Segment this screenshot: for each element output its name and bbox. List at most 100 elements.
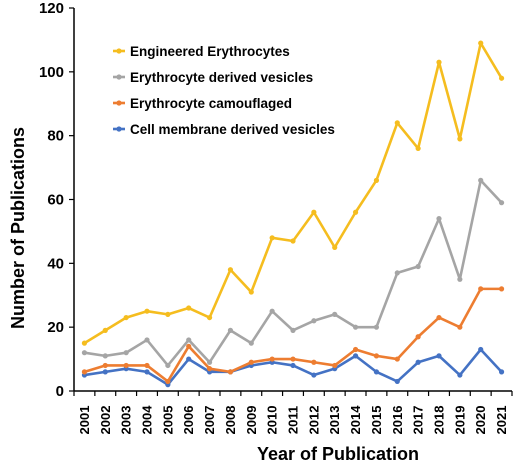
data-point (478, 40, 484, 46)
data-point (290, 356, 296, 362)
legend-label: Cell membrane derived vesicles (130, 122, 335, 137)
data-point (227, 267, 234, 273)
data-point (394, 120, 400, 126)
data-point (394, 356, 400, 362)
data-point (102, 369, 108, 375)
data-point (436, 216, 442, 222)
legend-item: Erythrocyte camouflaged (113, 96, 292, 111)
x-tick-label: 2017 (411, 406, 426, 435)
data-point (144, 337, 150, 343)
data-point (206, 366, 213, 372)
x-tick-label: 2004 (140, 405, 155, 435)
data-point (373, 177, 380, 183)
data-point (373, 353, 380, 359)
data-point (478, 346, 484, 353)
x-tick-label: 2001 (77, 406, 92, 435)
y-tick-label: 60 (47, 192, 64, 209)
data-point (498, 286, 505, 292)
series-layer (81, 40, 505, 388)
data-point (498, 75, 505, 81)
legend-item: Erythrocyte derived vesicles (113, 70, 313, 85)
data-point (332, 244, 338, 250)
data-point (165, 362, 171, 369)
data-point (311, 359, 317, 365)
x-tick-label: 2020 (473, 406, 488, 435)
data-point (227, 369, 234, 375)
y-tick-label: 120 (39, 0, 64, 17)
data-point (186, 356, 192, 362)
legend-label: Erythrocyte camouflaged (130, 96, 292, 111)
legend-label: Erythrocyte derived vesicles (130, 70, 313, 85)
data-point (186, 305, 192, 311)
data-point (352, 324, 359, 330)
data-point (186, 343, 192, 349)
x-tick-label: 2002 (98, 406, 113, 435)
data-point (81, 340, 88, 346)
x-tick-label: 2008 (223, 406, 238, 435)
data-point (498, 369, 505, 375)
x-tick-label: 2007 (202, 406, 217, 435)
x-tick-label: 2003 (119, 406, 134, 435)
data-point (102, 362, 108, 369)
legend: Engineered Erythrocytes Erythrocyte deriv… (113, 44, 335, 137)
data-point (498, 200, 505, 206)
x-tick-label: 2005 (160, 406, 175, 435)
data-point (269, 356, 275, 362)
y-tick-label: 40 (47, 255, 64, 272)
y-axis-title: Number of Publications (8, 127, 28, 329)
data-point (248, 340, 254, 346)
x-tick-label: 2021 (494, 406, 509, 435)
data-point (457, 276, 463, 282)
data-point (352, 353, 359, 359)
x-tick-label: 2006 (181, 406, 196, 435)
data-point (144, 369, 150, 375)
x-tick-label: 2015 (369, 406, 384, 435)
x-tick-label: 2010 (265, 406, 280, 435)
data-point (415, 359, 421, 365)
data-point (373, 369, 380, 375)
y-axis-ticks: 0 20 40 60 80 100 120 (39, 0, 74, 400)
legend-swatch-marker (116, 126, 122, 132)
data-point (165, 311, 171, 317)
y-tick-label: 80 (47, 128, 64, 145)
x-tick-label: 2019 (452, 406, 467, 435)
data-point (248, 289, 254, 295)
data-point (436, 314, 442, 321)
y-tick-label: 20 (47, 319, 64, 336)
data-point (478, 177, 484, 183)
data-point (290, 362, 296, 369)
legend-swatch-marker (116, 74, 122, 80)
data-point (248, 359, 254, 365)
data-point (269, 235, 275, 241)
legend-label: Engineered Erythrocytes (130, 44, 290, 59)
data-point (457, 324, 463, 330)
data-point (206, 359, 213, 365)
data-point (436, 353, 442, 359)
data-point (311, 372, 317, 378)
data-point (81, 369, 88, 375)
data-point (123, 350, 129, 356)
x-tick-label: 2018 (432, 406, 447, 435)
data-point (186, 337, 192, 343)
data-point (206, 314, 213, 321)
data-point (269, 308, 275, 314)
data-point (144, 362, 150, 369)
x-axis-title: Year of Publication (257, 444, 419, 464)
data-point (457, 136, 463, 142)
data-point (290, 327, 296, 333)
data-point (290, 238, 296, 244)
data-point (478, 286, 484, 292)
x-tick-label: 2014 (348, 405, 363, 435)
data-point (102, 353, 108, 359)
data-point (81, 350, 88, 356)
data-point (352, 346, 359, 353)
data-point (227, 327, 234, 333)
series-erythrocyte-camouflaged (81, 286, 505, 385)
series-erythrocyte-derived-vesicles (81, 177, 505, 369)
data-point (311, 318, 317, 324)
x-tick-label: 2016 (390, 406, 405, 435)
x-tick-label: 2011 (286, 406, 301, 434)
data-point (436, 59, 442, 65)
data-point (311, 209, 317, 215)
